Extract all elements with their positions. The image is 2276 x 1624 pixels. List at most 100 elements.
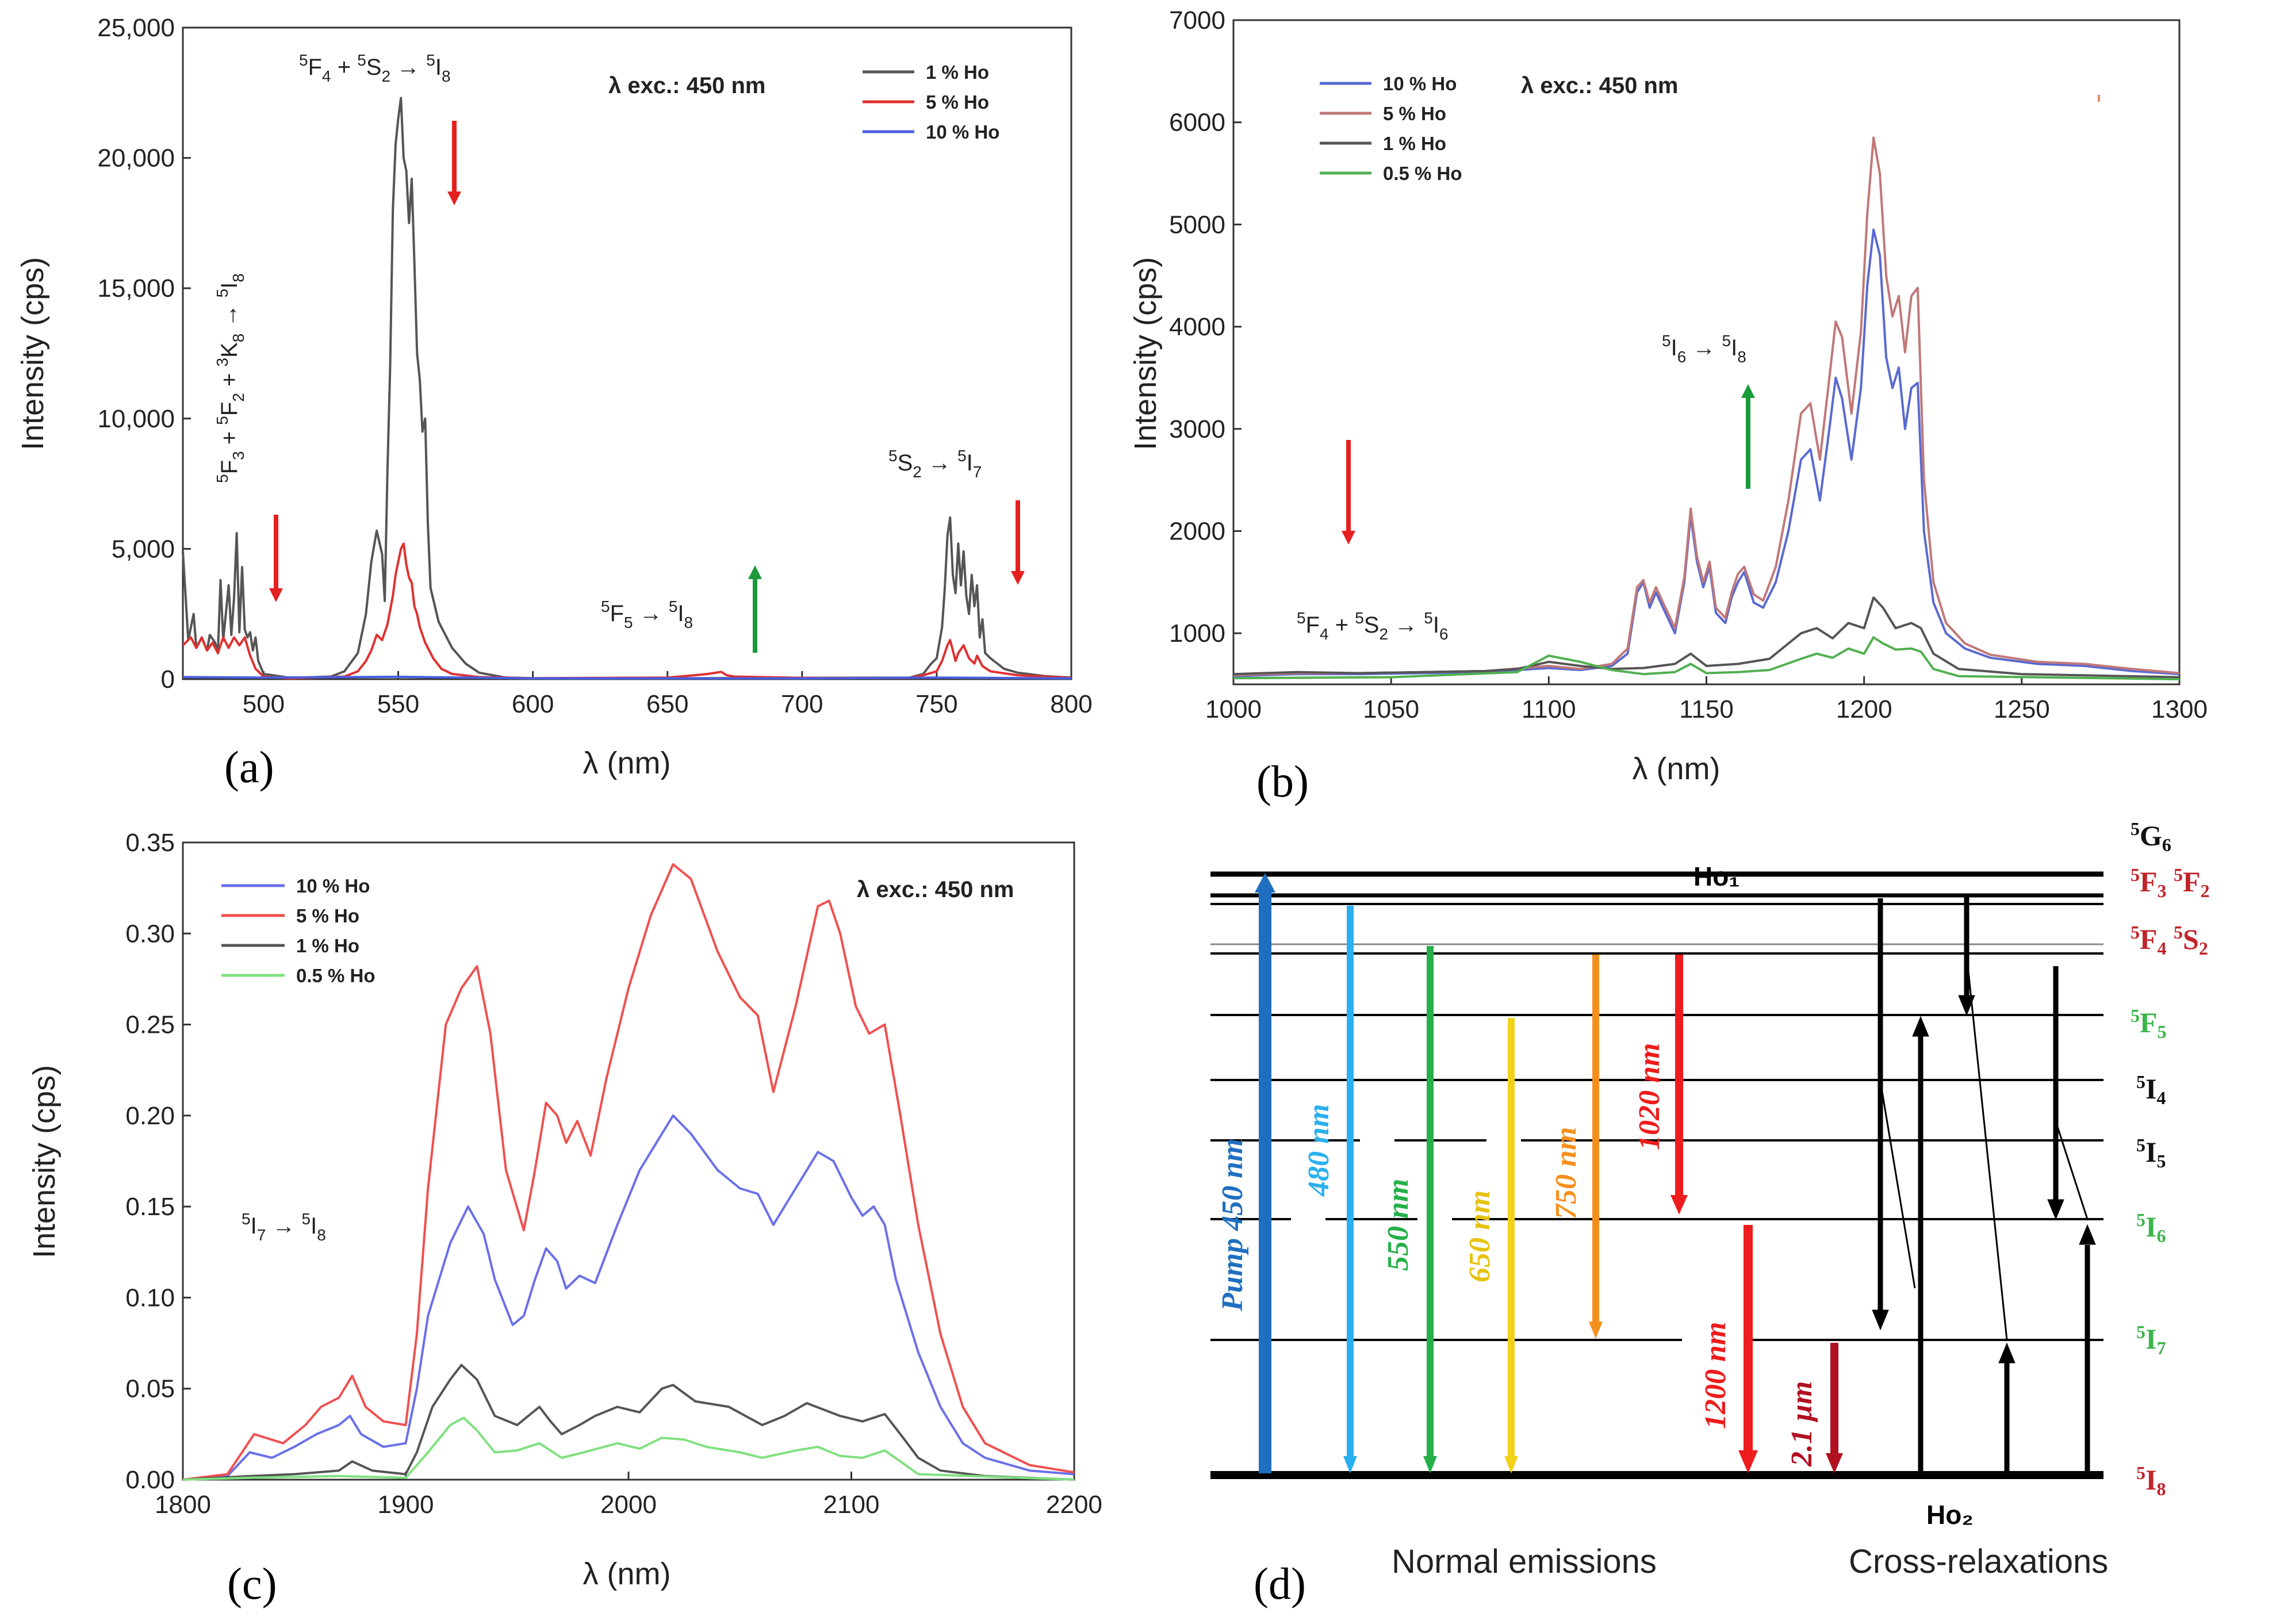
label-1200: 1200 nm <box>1699 1322 1732 1429</box>
legend-label: 1 % Ho <box>926 62 989 83</box>
x-tick-label: 2100 <box>823 1491 880 1519</box>
label-pump: Pump 450 nm <box>1216 1139 1249 1312</box>
series-line-c-1 <box>182 863 1075 1481</box>
panel-b-annotation-5I6: 5I6 → 5I8 <box>1662 332 1746 366</box>
legend-label: 10 % Ho <box>926 121 999 143</box>
x-tick-label: 800 <box>1050 690 1092 718</box>
series-line-b-0 <box>1233 228 2180 677</box>
transition-1020: 1020 nm <box>1633 955 1688 1215</box>
y-tick-label: 20,000 <box>97 144 175 173</box>
label-480: 480 nm <box>1302 1104 1335 1197</box>
panel-c-label: (c) <box>227 1558 277 1608</box>
x-tick-label: 1250 <box>1994 695 2050 723</box>
y-tick-label: 0.20 <box>125 1102 175 1130</box>
level-label-5G6: 5G6 <box>2131 818 2171 855</box>
y-tick-label: 6000 <box>1169 109 1225 137</box>
legend-label: 1 % Ho <box>1383 133 1446 154</box>
legend-label: 1 % Ho <box>296 935 359 956</box>
legend-label: 5 % Ho <box>1383 103 1446 124</box>
transition-2.1um: 2.1 µm <box>1785 1343 1843 1473</box>
y-tick-label: 0.15 <box>125 1193 175 1221</box>
sup: 5 <box>299 51 308 69</box>
panel-b: 1000 1050 1100 1150 1200 1250 1300 1000 2000 3000… <box>1128 6 2208 806</box>
level-label-5F3-5F2: 5F3 5F2 <box>2131 864 2210 901</box>
x-tick-label: 1150 <box>1679 695 1734 723</box>
y-tick-label: 2000 <box>1169 517 1225 545</box>
x-tick-label: 700 <box>781 690 823 718</box>
legend-label: 5 % Ho <box>296 905 359 926</box>
panel-a-annotation-5F5: 5F5 → 5I8 <box>601 597 693 631</box>
series-line-c-0 <box>182 1114 1075 1481</box>
series-line-b-3 <box>1233 636 2180 681</box>
label-650: 650 nm <box>1463 1190 1496 1282</box>
legend-label: 0.5 % Ho <box>296 965 375 986</box>
x-tick-label: 1900 <box>378 1491 434 1519</box>
level-label-5F4-5S2: 5F4 5S2 <box>2131 922 2208 959</box>
panel-c-annotation-5I7: 5I7 → 5I8 <box>242 1210 326 1244</box>
x-tick-label: 1200 <box>1836 695 1892 723</box>
y-tick-label: 25,000 <box>97 14 175 42</box>
panel-a-ylabel: Intensity (cps) <box>16 257 50 450</box>
y-tick-label: 0.00 <box>125 1466 175 1494</box>
label-750: 750 nm <box>1550 1127 1583 1219</box>
panel-d-label: (d) <box>1254 1558 1306 1608</box>
series-line-b-2 <box>1233 596 2180 679</box>
series-line-a-2 <box>182 675 1072 680</box>
panel-a-xlabel: λ (nm) <box>583 746 671 780</box>
x-tick-label: 1300 <box>2151 695 2208 723</box>
panel-b-label: (b) <box>1256 756 1309 806</box>
y-tick-label: 0.05 <box>125 1375 175 1403</box>
transition-650: 650 nm <box>1463 1018 1518 1473</box>
y-tick-label: 10,000 <box>97 405 175 433</box>
y-tick-label: 0 <box>161 665 175 694</box>
level-label-5I8: 5I8 <box>2136 1462 2166 1499</box>
legend-label: 5 % Ho <box>926 91 989 113</box>
y-tick-label: 15,000 <box>97 274 175 302</box>
panel-c: 1800 1900 2000 2100 2200 0.00 0.05 0.10 0.15 0.20… <box>27 829 1102 1608</box>
label-1020: 1020 nm <box>1633 1043 1666 1150</box>
x-tick-label: 650 <box>646 690 688 718</box>
x-tick-label: 750 <box>915 690 957 718</box>
panel-b-ylabel: Intensity (cps) <box>1128 257 1163 450</box>
legend-label: 0.5 % Ho <box>1383 163 1462 184</box>
legend-a: 1 % Ho 5 % Ho 10 % Ho <box>863 62 999 143</box>
series-line-c-3 <box>182 1416 1075 1481</box>
x-tick-label: 1050 <box>1363 695 1419 723</box>
level-label-5I6: 5I6 <box>2136 1209 2166 1246</box>
level-label-5I7: 5I7 <box>2136 1322 2166 1358</box>
y-tick-label: 0.30 <box>125 920 175 948</box>
y-tick-label: 1000 <box>1169 619 1225 648</box>
x-tick-label: 1100 <box>1522 695 1576 723</box>
panel-a-annotation-5F4-5S2: 5F4 + 5S2 → 5I8 <box>299 51 451 85</box>
panel-a: 500 550 600 650 700 750 800 0 5,000 10,000 15,000 2… <box>16 14 1093 792</box>
panel-a-label: (a) <box>224 742 274 792</box>
transition-480: 480 nm <box>1302 906 1357 1473</box>
transition-1200: 1200 nm <box>1699 1225 1758 1473</box>
legend-c: 10 % Ho 5 % Ho 1 % Ho 0.5 % Ho <box>221 875 375 986</box>
panel-d-caption-right: Cross-relaxations <box>1849 1543 2108 1580</box>
y-tick-label: 3000 <box>1169 415 1225 443</box>
y-tick-label: 0.10 <box>125 1284 175 1312</box>
y-tick-label: 0.25 <box>125 1011 175 1039</box>
panel-d: (d) Ho₁ Ho₂ Normal emissions Cross-relax… <box>1210 818 2210 1608</box>
panel-d-caption-left: Normal emissions <box>1392 1543 1657 1580</box>
transition-550: 550 nm <box>1382 946 1437 1473</box>
label-2.1um: 2.1 µm <box>1785 1381 1818 1467</box>
series-line-b-1 <box>1233 136 2180 676</box>
panel-c-xlabel: λ (nm) <box>583 1557 671 1591</box>
y-tick-label: 5,000 <box>112 535 175 563</box>
panel-b-excitation: λ exc.: 450 nm <box>1521 73 1679 98</box>
panel-b-annotation-5F4-5S2-5I6: 5F4 + 5S2 → 5I6 <box>1297 609 1449 643</box>
x-tick-label: 2200 <box>1046 1491 1102 1519</box>
y-tick-label: 0.35 <box>125 829 175 857</box>
level-label-5I5: 5I5 <box>2136 1135 2166 1171</box>
series-line-a-1 <box>182 542 1072 680</box>
legend-label: 10 % Ho <box>296 875 370 897</box>
legend-b: 10 % Ho 5 % Ho 1 % Ho 0.5 % Ho <box>1320 73 1462 184</box>
x-tick-label: 550 <box>377 690 419 718</box>
x-tick-label: 1000 <box>1205 695 1262 723</box>
x-tick-label: 600 <box>512 690 554 718</box>
level-label-5F5: 5F5 <box>2131 1005 2167 1042</box>
panel-b-xlabel: λ (nm) <box>1633 752 1721 786</box>
